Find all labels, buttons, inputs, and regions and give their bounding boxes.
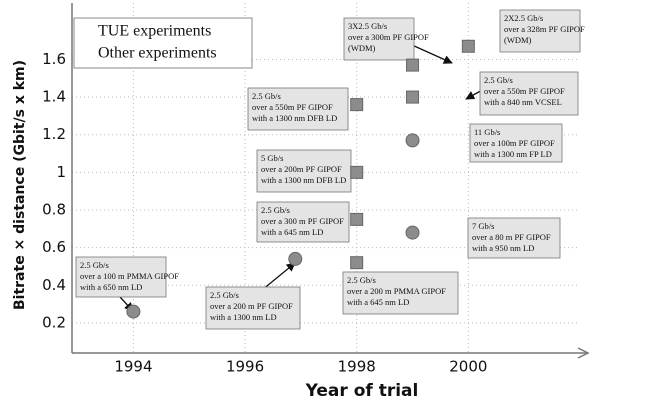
point — [350, 165, 364, 179]
point — [406, 58, 420, 72]
y-tick-label: 1.2 — [42, 125, 66, 143]
legend-label: Other experiments — [98, 45, 217, 62]
y-tick-label: 1 — [56, 163, 66, 181]
annotation-text: 2.5 Gb/s — [252, 91, 281, 101]
annotation-box — [75, 256, 167, 298]
annotation-text: 3X2.5 Gb/s — [348, 21, 387, 31]
x-tick-label: 1994 — [114, 358, 152, 376]
annotation-box — [256, 201, 350, 243]
annotation-text: over a 200m PF GIPOF — [261, 164, 342, 174]
point — [350, 256, 364, 270]
annotation-text: 11 Gb/s — [474, 127, 500, 137]
annotation-text: (WDM) — [504, 35, 532, 45]
annotation-box — [499, 9, 581, 53]
annotation-text: with a 1300 nm FP LD — [474, 149, 552, 159]
annotation-text: over a 550m PF GIPOF — [484, 86, 565, 96]
annotation-text: with a 840 nm VCSEL — [484, 97, 562, 107]
annotation-text: (WDM) — [348, 43, 376, 53]
point — [461, 39, 475, 53]
annotation-text: with a 650 nm LD — [80, 282, 142, 292]
y-tick-label: 0.4 — [42, 276, 66, 294]
y-tick-label: 1.6 — [42, 50, 66, 68]
point — [350, 212, 364, 226]
y-tick-label: 0.8 — [42, 200, 66, 218]
annotation-text: with a 1300 nm LD — [210, 312, 277, 322]
y-axis-label: Bitrate × distance (Gbit/s x km) — [12, 60, 28, 310]
annotation-text: 2X2.5 Gb/s — [504, 13, 543, 23]
annotation-text: over a 200 m PF GIPOF — [210, 301, 293, 311]
annotation-text: with a 950 nm LD — [472, 243, 534, 253]
x-axis-arrow — [577, 347, 590, 359]
point — [405, 133, 420, 148]
annotation-text: 7 Gb/s — [472, 221, 494, 231]
annotation-text: 2.5 Gb/s — [80, 260, 109, 270]
annotation-text: over a 300 m PF GIPOF — [261, 216, 344, 226]
annotation-box — [205, 286, 301, 330]
legend — [73, 17, 253, 69]
annotation-text: 2.5 Gb/s — [347, 275, 376, 285]
annotation-text: over a 100 m PMMA GIPOF — [80, 271, 179, 281]
point — [405, 225, 420, 240]
annotation-text: with a 645 nm LD — [261, 227, 323, 237]
x-tick-label: 1996 — [226, 358, 264, 376]
annotation-text: 5 Gb/s — [261, 153, 283, 163]
annotation-text: 2.5 Gb/s — [261, 205, 290, 215]
annotation-text: over a 300m PF GIPOF — [348, 32, 429, 42]
annotation-box — [469, 123, 563, 163]
annotation-text: over a 80 m PF GIPOF — [472, 232, 551, 242]
y-tick-label: 1.4 — [42, 88, 66, 106]
annotation-box — [342, 271, 459, 315]
x-axis-label: Year of trial — [305, 381, 419, 401]
y-tick-label: 0.2 — [42, 313, 66, 331]
point — [406, 90, 420, 104]
annotation-text: 2.5 Gb/s — [484, 75, 513, 85]
annotation-text: over a 550m PF GIPOF — [252, 102, 333, 112]
annotation-box — [479, 71, 579, 116]
annotation-box — [343, 17, 415, 61]
annotation-text: over a 100m PF GIPOF — [474, 138, 555, 148]
point — [350, 98, 364, 112]
annotation-box — [247, 87, 349, 131]
x-tick-label: 1998 — [338, 358, 376, 376]
x-tick-label: 2000 — [449, 358, 487, 376]
point — [126, 304, 141, 319]
annotation-text: 2.5 Gb/s — [210, 290, 239, 300]
annotation-text: over a 328m PF GIPOF — [504, 24, 585, 34]
legend-label: TUE experiments — [98, 23, 211, 40]
annotation-text: with a 1300 nm DFB LD — [261, 175, 346, 185]
annotation-text: with a 1300 nm DFB LD — [252, 113, 337, 123]
point — [288, 251, 303, 266]
annotation-text: over a 200 m PMMA GIPOF — [347, 286, 446, 296]
y-tick-label: 0.6 — [42, 238, 66, 256]
annotation-box — [256, 149, 352, 193]
annotation-text: with a 645 nm LD — [347, 297, 409, 307]
annotation-box — [467, 217, 561, 259]
